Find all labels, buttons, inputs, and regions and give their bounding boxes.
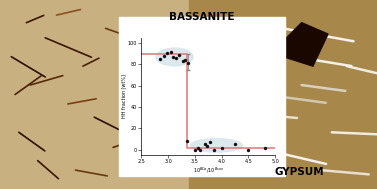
Point [161,54,167,57]
Point [262,146,268,149]
Point [164,51,170,54]
Point [219,146,225,149]
Bar [0,0,188,189]
Point [184,140,190,143]
Text: GYPSUM: GYPSUM [275,167,325,177]
Point [179,60,185,63]
Point [182,59,188,62]
Point [195,146,201,149]
Point [197,148,203,151]
Point [192,148,198,151]
Point [168,50,174,53]
X-axis label: $10^{BCa}/10^{Bsox}$: $10^{BCa}/10^{Bsox}$ [193,166,224,175]
Y-axis label: HH fraction [wt%]: HH fraction [wt%] [121,74,126,118]
Point [207,141,213,144]
Point [211,148,217,151]
Point [170,55,176,58]
Ellipse shape [190,138,243,153]
Point [185,62,192,65]
Point [157,58,163,61]
Point [173,57,179,60]
Text: BASSANITE: BASSANITE [169,12,234,22]
Point [202,143,208,146]
Point [245,148,251,151]
Point [232,143,238,146]
Bar [188,0,377,189]
Polygon shape [271,23,328,66]
Point [176,53,182,56]
Ellipse shape [155,47,194,67]
Bar [119,17,285,176]
Point [204,145,210,148]
